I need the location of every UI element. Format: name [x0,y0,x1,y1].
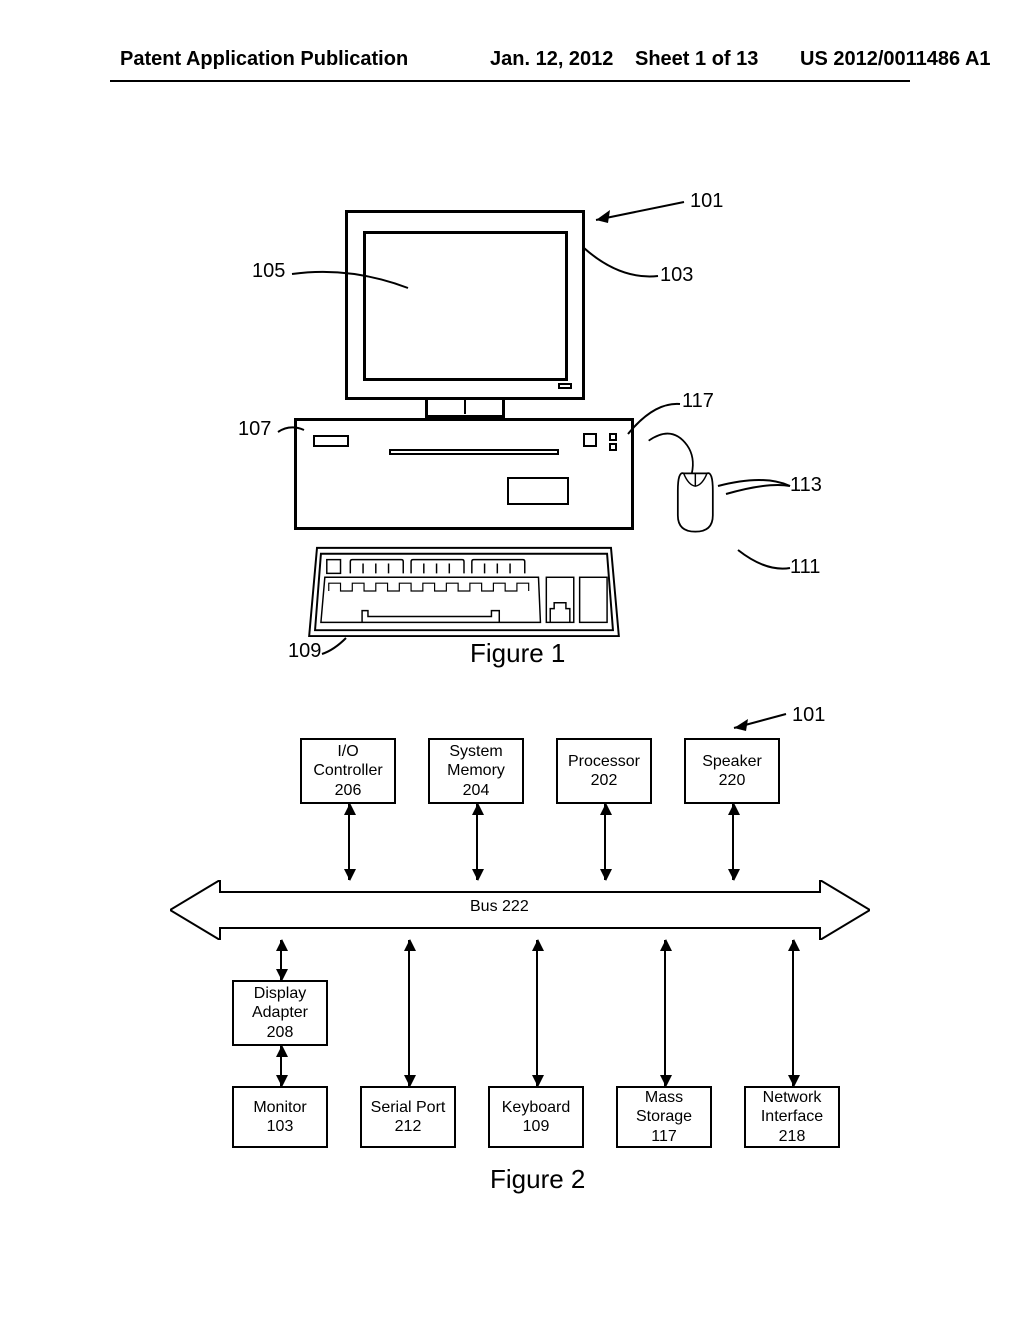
leader-113 [714,476,792,500]
figure-2: 101 I/O Controller 206 System Memory 204… [0,680,1024,1180]
box-system-memory: System Memory 204 [428,738,524,804]
tower-port-c [609,443,617,451]
callout-103: 103 [660,264,693,287]
bus-label: Bus 222 [470,898,529,916]
arrow-proc-bus [604,804,606,880]
box-line: Controller [302,761,394,780]
box-processor: Processor 202 [556,738,652,804]
monitor-button [558,383,572,389]
callout-105: 105 [252,260,285,283]
box-display-adapter: Display Adapter 208 [232,980,328,1046]
box-line: 206 [302,781,394,800]
arrow-mem-bus [476,804,478,880]
tower-floppy [507,477,569,505]
tower-port-b [609,433,617,441]
leader-117 [624,400,682,436]
callout-fig2-101: 101 [792,704,825,727]
box-line: 202 [558,771,650,790]
leader-109 [320,636,350,656]
arrow-bus-network [792,940,794,1086]
box-line: Network [746,1088,838,1107]
box-network-interface: Network Interface 218 [744,1086,840,1148]
mouse [672,450,742,570]
arrow-bus-mass [664,940,666,1086]
box-line: 218 [746,1127,838,1146]
callout-117: 117 [682,390,714,413]
keyboard [304,542,624,642]
header-pubnum: US 2012/0011486 A1 [800,48,991,71]
box-monitor: Monitor 103 [232,1086,328,1148]
box-line: 220 [686,771,778,790]
box-keyboard: Keyboard 109 [488,1086,584,1148]
box-line: Keyboard [490,1098,582,1117]
box-line: 212 [362,1117,454,1136]
box-line: Adapter [234,1003,326,1022]
leader-107 [276,422,306,442]
leader-103 [580,246,660,286]
arrow-da-monitor [280,1046,282,1086]
box-line: Speaker [686,752,778,771]
callout-101: 101 [690,190,723,213]
callout-107: 107 [238,418,271,441]
patent-page: Patent Application Publication Jan. 12, … [0,0,1024,1320]
leader-fig2-101 [726,710,788,732]
callout-111: 111 [790,556,820,579]
arrow-bus-serial [408,940,410,1086]
callout-113: 113 [790,474,822,497]
arrow-io-bus [348,804,350,880]
box-line: Display [234,984,326,1003]
box-line: 208 [234,1023,326,1042]
arrow-bus-da [280,940,282,980]
arrow-spk-bus [732,804,734,880]
box-line: Serial Port [362,1098,454,1117]
header-date: Jan. 12, 2012 [490,48,613,71]
leader-105 [290,268,410,298]
box-line: I/O [302,742,394,761]
box-line: Storage [618,1107,710,1126]
arrow-bus-keyboard [536,940,538,1086]
box-mass-storage: Mass Storage 117 [616,1086,712,1148]
box-line: Memory [430,761,522,780]
tower-port-a [583,433,597,447]
box-line: Interface [746,1107,838,1126]
leader-111 [736,548,792,574]
box-speaker: Speaker 220 [684,738,780,804]
monitor-outer [345,210,585,400]
leader-101 [586,196,686,226]
callout-109: 109 [288,640,321,663]
monitor-stand-tick [464,400,466,414]
box-io-controller: I/O Controller 206 [300,738,396,804]
box-line: 109 [490,1117,582,1136]
header-left: Patent Application Publication [120,48,408,71]
box-line: 117 [618,1127,710,1146]
box-line: Processor [558,752,650,771]
box-line: System [430,742,522,761]
figure-2-caption: Figure 2 [490,1164,585,1195]
box-line: Mass [618,1088,710,1107]
box-line: Monitor [234,1098,326,1117]
tower-slot [313,435,349,447]
box-line: 204 [430,781,522,800]
figure-1-caption: Figure 1 [470,638,565,669]
header-sheet: Sheet 1 of 13 [635,48,758,71]
computer-tower [294,418,634,530]
tower-cd-tray [389,449,559,455]
box-line: 103 [234,1117,326,1136]
monitor-screen [363,231,568,381]
header-rule [110,80,910,82]
box-serial-port: Serial Port 212 [360,1086,456,1148]
figure-1: 101 103 105 107 117 113 111 109 Figure 1 [0,160,1024,680]
